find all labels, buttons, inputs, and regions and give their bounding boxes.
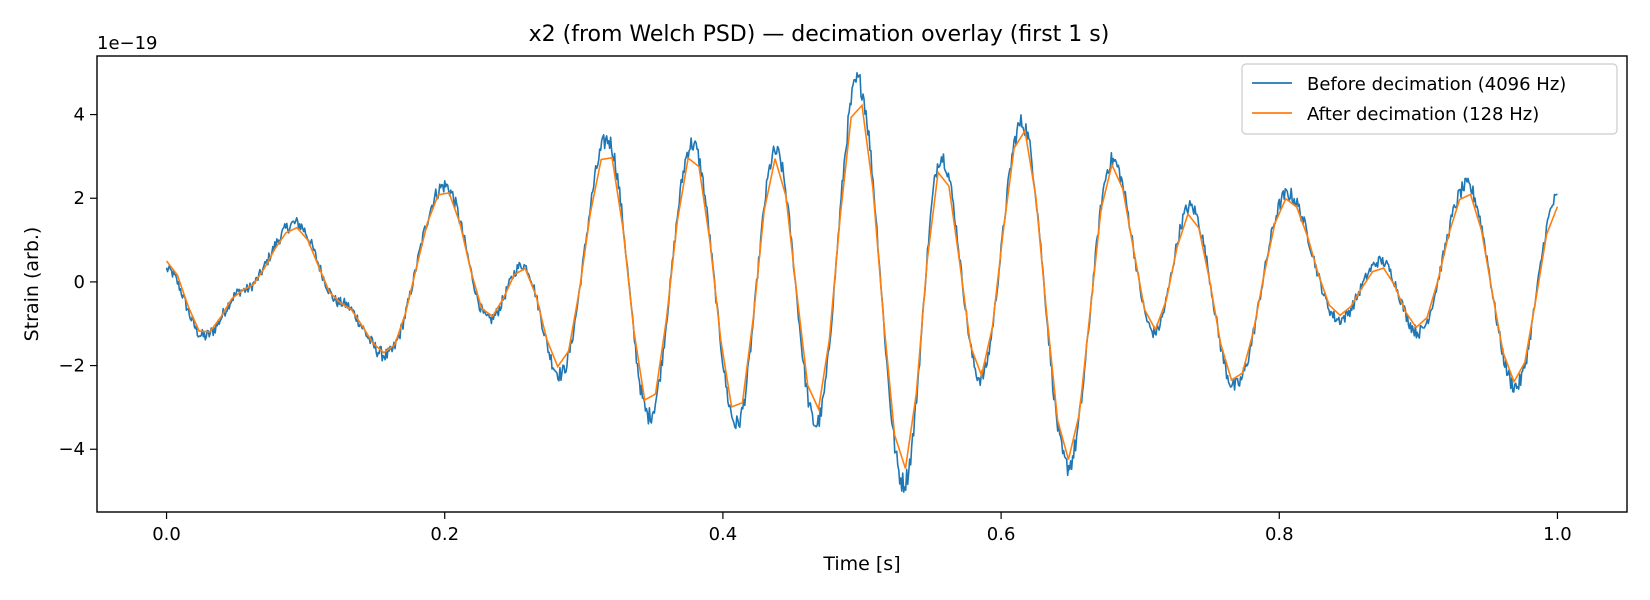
y-offset-label: 1e−19 <box>97 33 158 54</box>
x-axis: 0.0 0.2 0.4 0.6 0.8 1.0 <box>152 512 1572 545</box>
legend: Before decimation (4096 Hz) After decima… <box>1241 63 1618 135</box>
x-tick-label: 0.0 <box>152 524 181 545</box>
y-tick-label: 0 <box>74 272 85 293</box>
x-tick-label: 0.8 <box>1265 524 1294 545</box>
series-line-after <box>165 103 1559 469</box>
y-tick-label: −2 <box>58 356 85 377</box>
legend-label-before: Before decimation (4096 Hz) <box>1307 74 1566 95</box>
legend-label-after: After decimation (128 Hz) <box>1307 104 1539 125</box>
x-tick-label: 0.6 <box>987 524 1016 545</box>
plot-frame <box>96 55 1628 513</box>
plot-area <box>96 55 1628 513</box>
y-axis: −4 −2 0 2 4 <box>58 105 97 460</box>
y-axis-label: Strain (arb.) <box>21 227 43 342</box>
chart-title: x2 (from Welch PSD) — decimation overlay… <box>529 22 1110 47</box>
legend-box <box>1241 63 1618 135</box>
y-tick-label: 2 <box>74 188 85 209</box>
y-tick-label: 4 <box>74 105 85 126</box>
x-axis-label: Time [s] <box>822 553 900 575</box>
x-tick-label: 1.0 <box>1543 524 1572 545</box>
y-tick-label: −4 <box>58 439 85 460</box>
x-tick-label: 0.2 <box>430 524 459 545</box>
series-layer <box>165 72 1559 493</box>
x-tick-label: 0.4 <box>709 524 738 545</box>
